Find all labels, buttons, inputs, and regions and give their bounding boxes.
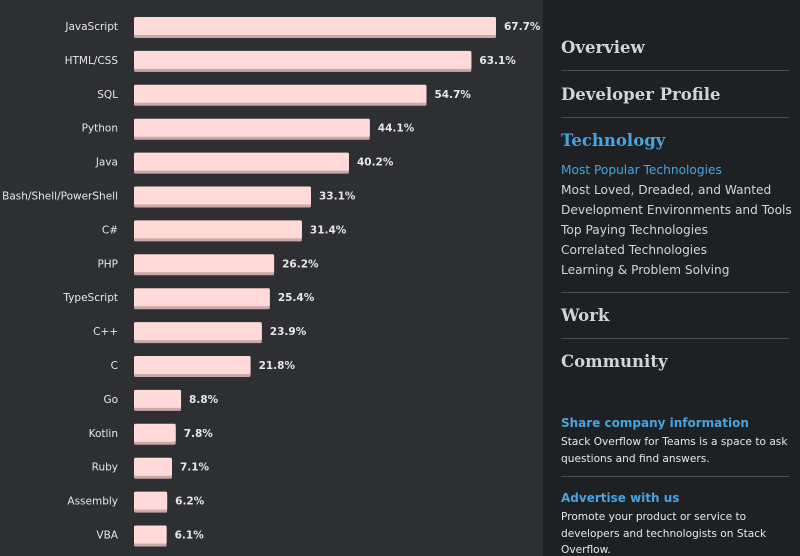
category-label-go: Go (103, 394, 118, 406)
bar-html-css (134, 50, 472, 69)
category-label-c: C (111, 360, 118, 372)
bar-go (134, 389, 182, 408)
value-label-python: 44.1% (378, 123, 415, 135)
subnav-most-popular-technologies[interactable]: Most Popular Technologies (561, 163, 722, 177)
advertise-link[interactable]: Advertise with us (561, 491, 680, 505)
value-label-java: 40.2% (357, 157, 394, 169)
bar-kotlin (134, 423, 176, 442)
bar-c (134, 356, 251, 374)
subnav-learning-problem-solving[interactable]: Learning & Problem Solving (561, 263, 730, 277)
value-label-javascript: 67.7% (504, 21, 541, 33)
value-label-c: 23.9% (270, 326, 307, 338)
value-label-c: 21.8% (259, 360, 296, 372)
divider (561, 292, 789, 293)
nav-work[interactable]: Work (561, 306, 610, 325)
bar-javascript (134, 17, 496, 35)
category-label-kotlin: Kotlin (89, 428, 118, 440)
subnav-top-paying-technologies[interactable]: Top Paying Technologies (561, 223, 708, 237)
divider (561, 338, 789, 339)
value-label-go: 8.8% (189, 394, 219, 406)
bar-chart: JavaScript 67.7% HTML/CSS 63.1% SQL 54.7% Pyth… (2, 17, 541, 547)
bar-java (134, 152, 349, 171)
share-company-info-link[interactable]: Share company information (561, 416, 749, 430)
value-label-assembly: 6.2% (175, 496, 205, 508)
bar-vba (134, 525, 167, 544)
value-label-html-css: 63.1% (479, 55, 516, 67)
bar-assembly (134, 491, 168, 510)
category-label-javascript: JavaScript (64, 21, 118, 33)
category-label-typescript: TypeScript (62, 292, 118, 304)
chart-panel: JavaScript 67.7% HTML/CSS 63.1% SQL 54.7% Pyth… (2, 17, 541, 547)
category-label-sql: SQL (97, 89, 118, 101)
category-label-java: Java (95, 157, 118, 169)
subnav-development-environments[interactable]: Development Environments and Tools (561, 203, 792, 217)
category-label-php: PHP (97, 258, 118, 270)
subnav-most-loved-dreaded-wanted[interactable]: Most Loved, Dreaded, and Wanted (561, 183, 772, 197)
nav-overview[interactable]: Overview (561, 38, 645, 57)
divider (561, 117, 789, 118)
value-label-bash-shell-powershell: 33.1% (319, 191, 356, 203)
category-label-c: C# (102, 224, 118, 236)
nav-technology[interactable]: Technology (561, 131, 666, 150)
value-label-c: 31.4% (310, 224, 347, 236)
bar-python (134, 118, 370, 137)
value-label-ruby: 7.1% (180, 462, 210, 474)
category-label-ruby: Ruby (92, 462, 118, 474)
category-label-c: C++ (93, 326, 118, 338)
value-label-sql: 54.7% (434, 89, 471, 101)
technology-subnav: Most Popular Technologies Most Loved, Dr… (561, 160, 792, 280)
bar-ruby (134, 457, 172, 476)
divider (561, 70, 789, 71)
value-label-kotlin: 7.8% (184, 428, 214, 440)
category-label-assembly: Assembly (67, 496, 118, 508)
category-label-bash-shell-powershell: Bash/Shell/PowerShell (2, 191, 118, 203)
divider (561, 476, 789, 477)
bar-bash-shell-powershell (134, 186, 311, 205)
nav-developer-profile[interactable]: Developer Profile (561, 85, 721, 104)
category-label-python: Python (82, 123, 118, 135)
bar-c (134, 322, 262, 341)
bar-typescript (134, 288, 270, 307)
value-label-php: 26.2% (282, 258, 319, 270)
share-company-info-text: Stack Overflow for Teams is a space to a… (561, 436, 788, 465)
category-label-vba: VBA (96, 530, 118, 542)
bar-sql (134, 84, 427, 103)
nav-community[interactable]: Community (561, 352, 668, 371)
value-label-typescript: 25.4% (278, 292, 315, 304)
bar-php (134, 254, 275, 273)
advertise-text: Promote your product or service to devel… (561, 511, 767, 556)
subnav-correlated-technologies[interactable]: Correlated Technologies (561, 243, 708, 257)
value-label-vba: 6.1% (175, 530, 205, 542)
category-label-html-css: HTML/CSS (65, 55, 119, 67)
bar-c (134, 220, 302, 239)
sidebar-nav: Overview Developer Profile Technology Mo… (543, 0, 800, 556)
